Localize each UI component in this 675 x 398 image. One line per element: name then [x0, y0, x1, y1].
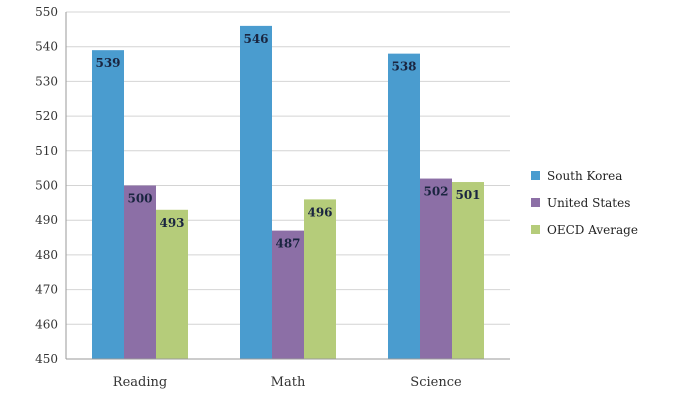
data-label: 496 — [307, 205, 332, 219]
legend: South Korea United States OECD Average — [531, 169, 638, 237]
y-tick-label: 510 — [35, 144, 58, 158]
y-tick-label: 470 — [35, 283, 58, 297]
data-label: 493 — [159, 216, 184, 230]
y-tick-label: 450 — [35, 352, 58, 366]
bar — [304, 199, 336, 359]
data-label: 500 — [127, 192, 152, 206]
axes: 450 460 470 480 490 500 510 520 530 540 550 Reading… — [35, 5, 510, 390]
bar — [272, 230, 304, 359]
legend-label: South Korea — [547, 169, 622, 183]
bar — [452, 182, 484, 359]
bar — [240, 25, 272, 359]
data-labels: 539 500 493 546 487 496 538 502 501 — [95, 32, 480, 251]
x-tick-label: Science — [410, 375, 462, 390]
y-tick-label: 500 — [35, 179, 58, 193]
y-tick-label: 540 — [35, 40, 58, 54]
legend-swatch — [531, 198, 540, 207]
legend-label: United States — [547, 196, 630, 210]
data-label: 539 — [95, 56, 120, 70]
x-tick-label: Reading — [113, 375, 167, 390]
y-tick-label: 520 — [35, 109, 58, 123]
legend-swatch — [531, 225, 540, 234]
bar — [124, 185, 156, 359]
data-label: 538 — [391, 60, 416, 74]
y-tick-label: 530 — [35, 74, 58, 88]
data-label: 546 — [243, 32, 268, 46]
y-tick-label: 550 — [35, 5, 58, 19]
data-label: 487 — [275, 237, 300, 251]
data-label: 501 — [455, 188, 480, 202]
x-tick-label: Math — [271, 375, 306, 390]
y-tick-label: 460 — [35, 317, 58, 331]
legend-swatch — [531, 171, 540, 180]
bars — [92, 25, 484, 360]
data-label: 502 — [423, 185, 448, 199]
legend-label: OECD Average — [547, 223, 638, 237]
y-tick-label: 480 — [35, 248, 58, 262]
bar — [92, 50, 124, 360]
bar — [156, 209, 188, 359]
bar — [420, 178, 452, 359]
bar — [388, 53, 420, 359]
y-tick-label: 490 — [35, 213, 58, 227]
